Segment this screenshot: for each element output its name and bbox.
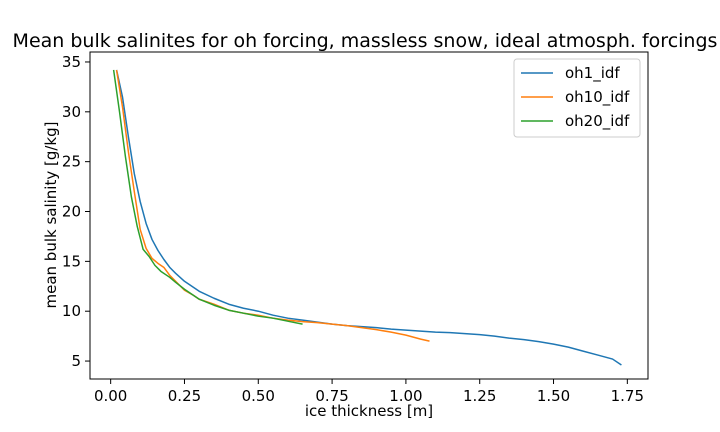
- legend: oh1_idf oh10_idf oh20_idf: [513, 58, 641, 138]
- y-tick-label: 10: [62, 302, 81, 320]
- y-tick-label: 35: [62, 53, 81, 71]
- x-tick-label: 0.25: [168, 387, 201, 405]
- x-tick-label: 1.75: [611, 387, 644, 405]
- y-tick-label: 25: [62, 153, 81, 171]
- y-tick-label: 30: [62, 103, 81, 121]
- x-tick-label: 0.00: [94, 387, 127, 405]
- legend-label-oh1-idf: oh1_idf: [565, 64, 620, 83]
- y-axis-label: mean bulk salinity [g/kg]: [42, 122, 60, 309]
- chart-title: Mean bulk salinites for oh forcing, mass…: [13, 30, 718, 52]
- x-axis-label: ice thickness [m]: [305, 402, 433, 420]
- y-axis: 5 10 15 20 25 30 35: [62, 53, 90, 370]
- x-tick-label: 0.50: [242, 387, 275, 405]
- plot-frame: [89, 51, 649, 380]
- legend-label-oh20-idf: oh20_idf: [565, 112, 630, 131]
- x-tick-label: 1.50: [537, 387, 570, 405]
- legend-label-oh10-idf: oh10_idf: [565, 88, 630, 107]
- series-line-oh20-idf: [112, 69, 303, 325]
- x-tick-label: 1.25: [463, 387, 496, 405]
- x-axis: 0.00 0.25 0.50 0.75 1.00 1.25 1.50 1.75: [94, 379, 644, 405]
- plot-lines: [112, 69, 622, 366]
- series-line-oh10-idf: [115, 69, 430, 342]
- legend-frame: [513, 58, 641, 138]
- y-tick-label: 15: [62, 252, 81, 270]
- x-tick-label: 0.75: [315, 387, 348, 405]
- x-tick-label: 1.00: [389, 387, 422, 405]
- y-tick-label: 5: [71, 352, 81, 370]
- y-tick-label: 20: [62, 203, 81, 221]
